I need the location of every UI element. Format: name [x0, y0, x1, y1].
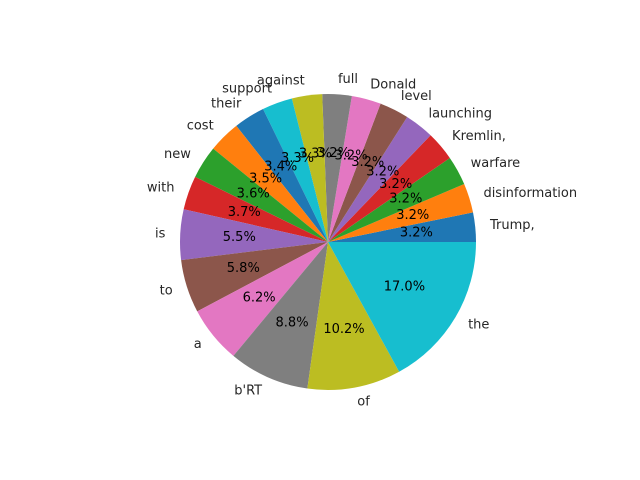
pie-slice-the: [328, 242, 476, 372]
percent-label-of: 10.2%: [323, 322, 364, 337]
percent-label-their: 3.4%: [264, 159, 297, 174]
slice-label-new: new: [164, 147, 191, 162]
pie-slice-warfare: [328, 157, 465, 242]
slice-label-a: a: [194, 337, 202, 352]
slice-label-disinformation: disinformation: [483, 186, 577, 201]
pie-slice-new: [195, 148, 328, 242]
percent-label-support: 3.3%: [281, 151, 314, 166]
percent-label-against: 3.3%: [299, 147, 332, 162]
slice-label-donald: Donald: [370, 77, 416, 92]
percent-label-kremlin: 3.2%: [379, 177, 412, 192]
pie-slice-b-rt: [233, 242, 328, 389]
percent-label-launching: 3.2%: [366, 165, 399, 180]
slice-label-cost: cost: [187, 119, 214, 134]
pie-slice-of: [307, 242, 400, 390]
pie-slice-level: [328, 103, 408, 242]
pie-slice-to: [181, 242, 328, 312]
slice-label-their: their: [211, 97, 242, 112]
slice-label-support: support: [222, 82, 272, 97]
percent-label-is: 5.5%: [223, 230, 256, 245]
pie-slice-their: [236, 109, 328, 243]
percent-label-level: 3.2%: [351, 155, 384, 170]
percent-label-the: 17.0%: [384, 280, 425, 295]
slice-label-full: full: [338, 72, 358, 87]
pie-slice-a: [197, 242, 328, 356]
slice-label-warfare: warfare: [471, 156, 521, 171]
percent-label-warfare: 3.2%: [389, 192, 422, 207]
pie-slice-trump: [328, 212, 476, 242]
percent-label-new: 3.6%: [237, 187, 270, 202]
slice-label-launching: launching: [428, 106, 492, 121]
pie-slice-donald: [328, 95, 381, 242]
slice-label-to: to: [160, 283, 173, 298]
pie-slice-launching: [328, 116, 431, 242]
percent-label-trump: 3.2%: [400, 226, 433, 241]
pie-slice-kremlin: [328, 135, 450, 242]
slice-label-trump: Trump,: [489, 218, 535, 233]
pie-slice-disinformation: [328, 184, 474, 242]
percent-label-disinformation: 3.2%: [396, 208, 429, 223]
percent-label-full: 3.2%: [317, 146, 350, 161]
slice-label-b-rt: b'RT: [234, 383, 262, 398]
slice-labels: Trump, disinformation warfare Kremlin, launc…: [147, 72, 577, 410]
percent-labels: 3.2%3.2%3.2%3.2%3.2%3.2%3.2%3.2%3.3%3.3%…: [223, 146, 433, 337]
percent-label-cost: 3.5%: [249, 171, 282, 186]
slice-label-the: the: [468, 317, 489, 332]
pie-slice-with: [183, 176, 328, 242]
percent-label-b-rt: 8.8%: [276, 316, 309, 331]
pie-slice-against: [291, 94, 328, 242]
pie-slice-support: [263, 98, 328, 243]
slice-label-kremlin: Kremlin,: [452, 129, 506, 144]
pie-slice-is: [179, 209, 328, 261]
slice-label-level: level: [401, 89, 432, 104]
pie-slice-cost: [213, 125, 328, 242]
slice-label-of: of: [357, 395, 370, 410]
percent-label-to: 5.8%: [227, 261, 260, 276]
slice-label-against: against: [257, 73, 305, 88]
percent-label-donald: 3.2%: [335, 149, 368, 164]
slice-label-with: with: [147, 180, 175, 195]
pie-slice-full: [322, 93, 352, 243]
percent-label-with: 3.7%: [228, 205, 261, 220]
slice-label-is: is: [155, 226, 166, 241]
percent-label-a: 6.2%: [243, 291, 276, 306]
pie-slices: [179, 93, 476, 390]
